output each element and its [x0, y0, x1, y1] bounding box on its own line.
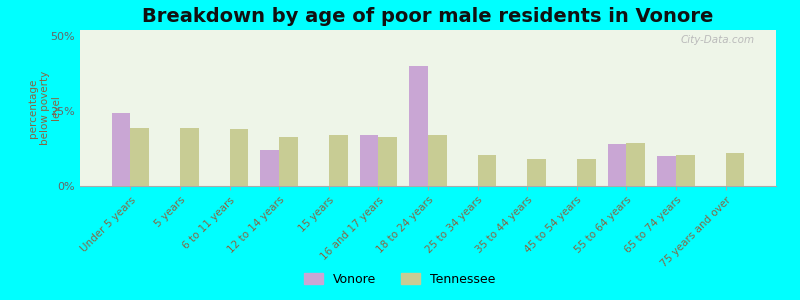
Bar [657, 156, 676, 186]
Title: Breakdown by age of poor male residents in Vonore: Breakdown by age of poor male residents … [142, 7, 714, 26]
Bar [478, 154, 497, 186]
Bar [626, 142, 645, 186]
Bar [428, 135, 447, 186]
Bar [112, 112, 130, 186]
Bar [378, 136, 398, 186]
Bar [130, 128, 150, 186]
Legend: Vonore, Tennessee: Vonore, Tennessee [299, 268, 501, 291]
Bar [359, 135, 378, 186]
Bar [527, 159, 546, 186]
Text: City-Data.com: City-Data.com [681, 35, 755, 45]
Bar [279, 136, 298, 186]
Bar [607, 144, 626, 186]
Bar [676, 154, 694, 186]
Bar [180, 128, 199, 186]
Bar [329, 135, 348, 186]
Bar [260, 150, 279, 186]
Bar [230, 129, 249, 186]
Bar [726, 153, 744, 186]
Bar [409, 66, 428, 186]
Bar [577, 159, 596, 186]
Y-axis label: percentage
below poverty
level: percentage below poverty level [28, 71, 62, 145]
